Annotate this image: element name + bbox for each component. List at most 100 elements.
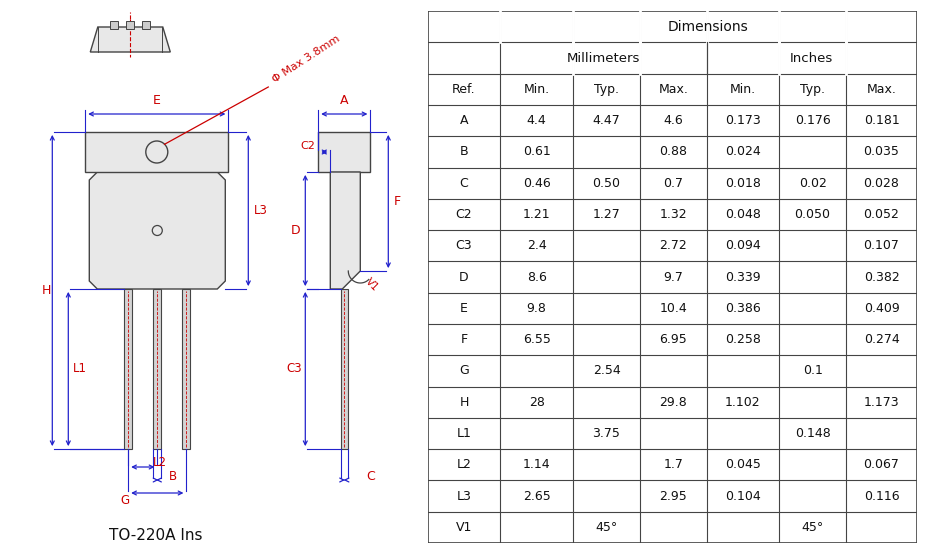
Text: L3: L3 [255,204,269,217]
Text: 0.50: 0.50 [593,177,620,190]
Text: 0.148: 0.148 [795,427,831,440]
Text: B: B [459,145,469,158]
Text: 0.181: 0.181 [864,114,899,127]
Text: 0.035: 0.035 [864,145,899,158]
Text: 4.4: 4.4 [527,114,546,127]
Text: A: A [340,94,348,107]
Text: 1.14: 1.14 [523,458,550,471]
Text: C3: C3 [456,240,472,252]
Text: 0.094: 0.094 [725,240,760,252]
Text: 0.46: 0.46 [522,177,550,190]
Text: 0.116: 0.116 [864,490,899,502]
Text: 0.107: 0.107 [864,240,899,252]
Text: 1.27: 1.27 [593,208,620,221]
Bar [126,21,134,29]
Polygon shape [331,172,360,289]
Text: 2.54: 2.54 [593,364,620,378]
Text: 45°: 45° [802,521,824,534]
Text: H: H [459,396,469,409]
Text: G: G [459,364,469,378]
Text: Ref.: Ref. [452,83,476,96]
Text: 1.7: 1.7 [663,458,683,471]
Bar [124,289,132,449]
Text: V1: V1 [363,276,380,293]
Bar [110,21,119,29]
Text: Inches: Inches [790,52,833,65]
Text: 6.95: 6.95 [659,333,687,346]
Text: 2.95: 2.95 [659,490,687,502]
Text: 0.409: 0.409 [864,302,899,315]
Text: 2.4: 2.4 [527,240,546,252]
Bar [143,21,150,29]
Bar [182,289,191,449]
Text: C2: C2 [300,141,315,151]
Text: Max.: Max. [658,83,688,96]
Text: C: C [459,177,469,190]
Text: 0.052: 0.052 [864,208,899,221]
Text: 0.028: 0.028 [864,177,899,190]
Text: 3.75: 3.75 [593,427,620,440]
Text: A: A [459,114,469,127]
Text: Typ.: Typ. [800,83,825,96]
Text: TO-220A Ins: TO-220A Ins [108,527,202,543]
Text: Min.: Min. [730,83,756,96]
Text: 1.102: 1.102 [725,396,760,409]
Text: L3: L3 [457,490,471,502]
Text: G: G [120,495,130,507]
Text: 0.88: 0.88 [659,145,687,158]
Text: L1: L1 [73,363,87,375]
Text: 0.048: 0.048 [725,208,760,221]
Text: L2: L2 [153,456,167,468]
Text: 4.6: 4.6 [663,114,683,127]
Text: Millimeters: Millimeters [567,52,640,65]
Text: F: F [460,333,468,346]
Text: E: E [460,302,468,315]
Text: 0.02: 0.02 [798,177,827,190]
Text: 45°: 45° [595,521,618,534]
Bar [85,132,229,172]
Text: C: C [367,471,375,483]
Text: H: H [42,284,51,297]
Bar [319,132,370,172]
Text: 10.4: 10.4 [659,302,687,315]
Text: B: B [169,470,178,482]
Text: C3: C3 [287,363,302,375]
Text: 9.8: 9.8 [527,302,546,315]
Text: V1: V1 [456,521,472,534]
Text: Min.: Min. [523,83,550,96]
Text: 0.050: 0.050 [795,208,831,221]
Text: L2: L2 [457,458,471,471]
Text: 0.339: 0.339 [725,271,760,284]
Text: 0.1: 0.1 [803,364,822,378]
Text: 1.21: 1.21 [523,208,550,221]
Text: 0.067: 0.067 [864,458,899,471]
Text: Dimensions: Dimensions [668,20,749,34]
Bar [341,289,348,449]
Text: 1.32: 1.32 [659,208,687,221]
Text: 0.7: 0.7 [663,177,683,190]
Text: 2.72: 2.72 [659,240,687,252]
Polygon shape [89,172,225,289]
Text: 28: 28 [529,396,544,409]
Text: 8.6: 8.6 [527,271,546,284]
Text: Typ.: Typ. [594,83,619,96]
Text: 0.024: 0.024 [725,145,760,158]
Text: E: E [153,94,161,107]
Text: 9.7: 9.7 [663,271,683,284]
Text: 0.274: 0.274 [864,333,899,346]
Text: 0.104: 0.104 [725,490,760,502]
Text: 0.382: 0.382 [864,271,899,284]
Text: L1: L1 [457,427,471,440]
Text: C2: C2 [456,208,472,221]
Text: 0.258: 0.258 [725,333,760,346]
Text: D: D [291,224,300,237]
Text: Max.: Max. [867,83,896,96]
Text: 0.045: 0.045 [725,458,760,471]
Text: Φ Max 3.8mm: Φ Max 3.8mm [270,34,342,85]
Polygon shape [91,27,170,52]
Text: 2.65: 2.65 [522,490,550,502]
Text: 29.8: 29.8 [659,396,687,409]
Text: 0.173: 0.173 [725,114,760,127]
Bar [154,289,161,449]
Text: F: F [394,195,400,208]
